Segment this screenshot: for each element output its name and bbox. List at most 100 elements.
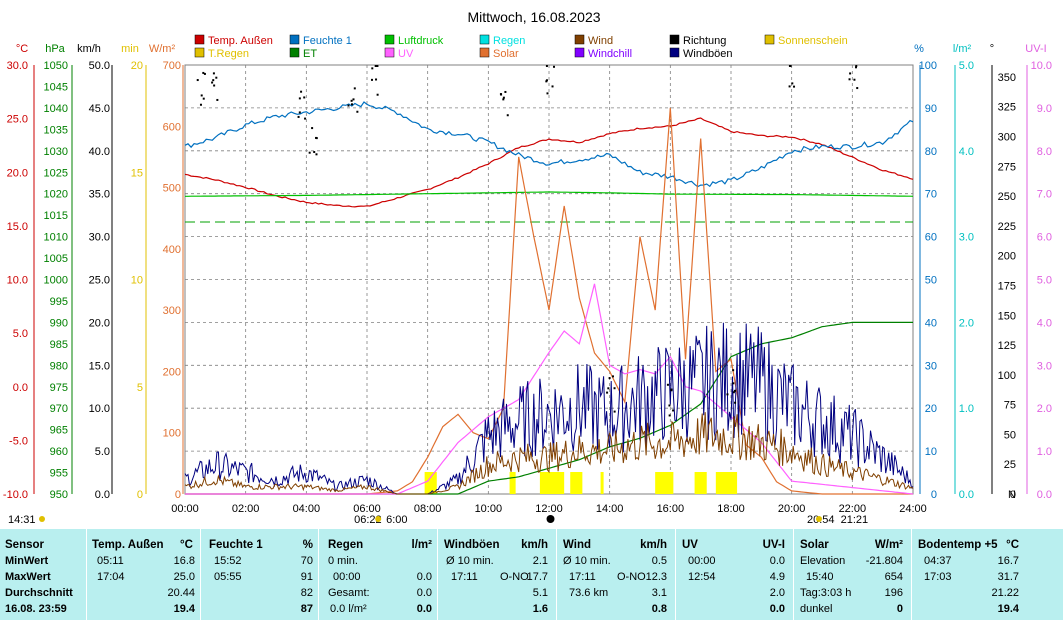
summary-soil-col: Bodentemp +5 °C 04:37 16.7 17:03 31.7 21… (912, 529, 1029, 620)
direction-point (376, 93, 379, 96)
axis-tick-label: 5.0 (1037, 275, 1052, 287)
summary-temp-col: Temp. Außen °C 05:11 16.8 17:04 25.0 20.… (87, 529, 200, 620)
direction-point (371, 67, 374, 70)
direction-point (789, 65, 792, 67)
axis-tick-label: 80 (925, 146, 937, 158)
axis-tick-label: 0.0 (95, 489, 110, 501)
series-line-uv (185, 283, 914, 495)
direction-point (502, 98, 505, 101)
axis-unit: hPa (45, 43, 65, 55)
summary-sensor-col: Sensor MinWert MaxWert Durchschnitt 16.0… (0, 529, 85, 620)
direction-point (733, 389, 736, 392)
sunshine-bar (424, 472, 437, 494)
axis-unit: ° (990, 43, 994, 55)
x-tick-label: 10:00 (475, 503, 503, 515)
left-axes: °C 30.0 25.0 20.0 15.0 10.0 5.0 0.0 -5.0 -10.0 hPa… (3, 43, 184, 501)
axis-tick-label: 0.0 (13, 382, 28, 394)
axis-tick-label: 90 (925, 103, 937, 115)
direction-point (791, 82, 794, 85)
temp-unit: °C (180, 539, 193, 551)
rain-row4-label: 0.0 l/m² (330, 603, 367, 615)
axis-tick-label: 20 (925, 403, 937, 415)
summary-gust-col: Windböen km/h Ø 10 min. 2.1 17:11 O-NO 1… (438, 529, 556, 620)
uv-unit: UV-I (762, 539, 785, 551)
divider (556, 529, 557, 620)
summary-uv-col: UV UV-I 00:00 0.0 12:54 4.9 2.0 0.0 (676, 529, 793, 620)
rain-row1-label: 0 min. (328, 555, 358, 567)
direction-point (216, 98, 219, 101)
temp-max: 25.0 (173, 571, 195, 583)
sunshine-bar (655, 472, 674, 494)
legend-label: Temp. Außen (208, 35, 273, 47)
x-tick-label: 14:00 (596, 503, 624, 515)
axis-tick-label: 5.0 (13, 328, 28, 340)
summary-humidity-col: Feuchte 1 % 15:52 70 05:55 91 82 87 (201, 529, 318, 620)
right-axes: %1009080706050403020100l/m²5.04.03.02.01… (914, 43, 1052, 501)
axis-tick-label: 0 (175, 489, 181, 501)
axis-tick-label: 10.0 (7, 275, 28, 287)
series-layer (184, 65, 914, 495)
axis-tick-label: 20 (131, 60, 143, 72)
axis-tick-label: 50 (925, 275, 937, 287)
direction-point (300, 90, 303, 93)
humidity-max: 91 (300, 571, 313, 583)
divider (911, 529, 912, 620)
direction-point (732, 391, 735, 394)
solar-row3-val: 196 (884, 587, 903, 599)
legend-label: Luftdruck (398, 35, 444, 47)
wind-avg: 3.1 (651, 587, 667, 599)
temp-max-time: 17:04 (97, 571, 125, 583)
axis-tick-label: 60 (925, 232, 937, 244)
sunshine-bar (509, 472, 516, 494)
soil-unit: °C (1006, 539, 1019, 551)
axis-tick-label: 970 (50, 403, 68, 415)
x-tick-label: 00:00 (171, 503, 199, 515)
solar-row1-label: Elevation (800, 555, 846, 567)
wind-header: Wind (563, 539, 591, 551)
rain-current: 0.0 (416, 603, 432, 615)
axis-tick-label: 10 (131, 275, 143, 287)
axis-tick-label: 40 (925, 317, 937, 329)
axis-tick-label: 10 (925, 446, 937, 458)
legend-label: Windböen (683, 48, 733, 60)
direction-point (350, 99, 353, 102)
x-tick-label: 04:00 (293, 503, 321, 515)
direction-point (611, 375, 614, 378)
axis-tick-label: 75 (1004, 400, 1016, 412)
axis-tick-label: 100 (163, 428, 181, 440)
legend-label: ET (303, 48, 317, 60)
direction-point (504, 90, 507, 93)
wind-max-dir: O-NO (617, 571, 646, 583)
direction-point (212, 72, 215, 75)
rain-unit: l/m² (411, 539, 432, 551)
legend-swatch (669, 34, 680, 45)
direction-point (350, 103, 353, 106)
x-axis: 00:00 02:00 04:00 06:00 08:00 10:00 12:00 14:00… (8, 503, 927, 526)
wind-row1-label: Ø 10 min. (563, 555, 611, 567)
temp-current: 19.4 (173, 603, 195, 615)
direction-point (608, 377, 611, 380)
gust-max-time: 17:11 (451, 571, 478, 583)
axis-unit: km/h (77, 43, 101, 55)
axis-tick-label: 0 (137, 489, 143, 501)
solar-header: Solar (800, 539, 829, 551)
gust-max-dir: O-NO (500, 571, 529, 583)
legend-swatch (289, 47, 300, 58)
uv-avg: 2.0 (769, 587, 785, 599)
sunshine-bar (600, 472, 604, 494)
legend-label: T.Regen (208, 48, 249, 60)
temp-min: 16.8 (173, 555, 195, 567)
wind-distance: 73.6 km (569, 587, 609, 599)
axis-tick-label: 200 (163, 366, 181, 378)
divider (675, 529, 676, 620)
gust-header: Windböen (444, 539, 500, 551)
axis-tick-label: 965 (50, 425, 68, 437)
axis-tick-label: 6.0 (1037, 232, 1052, 244)
uv-min: 0.0 (769, 555, 785, 567)
axis-tick-label: 1000 (44, 275, 68, 287)
axis-n-label: N (1008, 489, 1016, 501)
axis-tick-label: 9.0 (1037, 103, 1052, 115)
x-tick-label: 22:00 (839, 503, 867, 515)
